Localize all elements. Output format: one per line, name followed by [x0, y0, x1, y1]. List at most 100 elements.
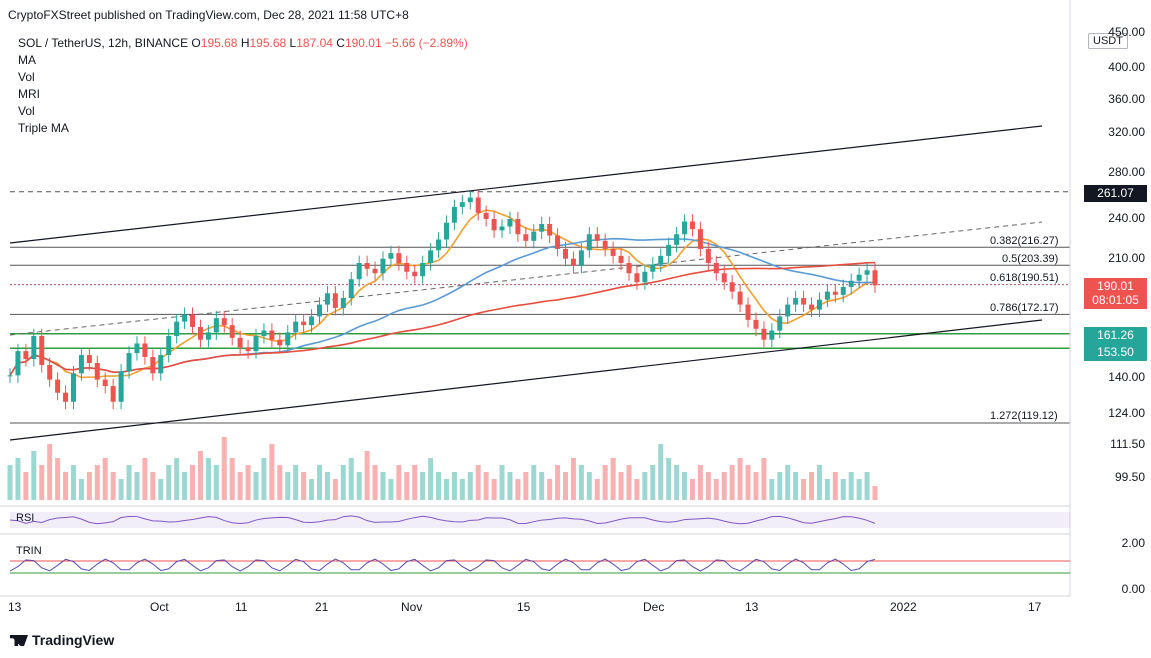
- high-label: H: [240, 36, 250, 50]
- indicator-vol-2[interactable]: Vol: [18, 104, 35, 118]
- candle-body: [650, 264, 656, 272]
- candle-body: [658, 255, 664, 265]
- volume-bar: [380, 472, 386, 500]
- indicator-panes: [9, 512, 1070, 574]
- volume-bar: [809, 472, 815, 500]
- volume-bar: [832, 472, 838, 500]
- candle-body: [150, 357, 156, 374]
- candle-body: [523, 234, 529, 241]
- candle-body: [594, 234, 600, 241]
- last-price-value: 190.01: [1097, 279, 1134, 293]
- candle-body: [578, 250, 584, 266]
- candle-body: [158, 355, 164, 374]
- indicator-vol[interactable]: Vol: [18, 70, 35, 84]
- time-tick: 17: [1028, 600, 1042, 614]
- trin-line: [9, 558, 876, 572]
- volume-bar: [674, 465, 680, 500]
- candle-body: [47, 365, 53, 380]
- candle-body: [277, 339, 283, 346]
- currency-button[interactable]: USDT: [1088, 33, 1128, 49]
- candle-body: [253, 336, 259, 352]
- volume-bar: [626, 465, 632, 500]
- time-tick: 2022: [890, 600, 917, 614]
- candle-body: [626, 262, 632, 274]
- tradingview-logo[interactable]: TradingView: [10, 632, 114, 648]
- high-value: 195.68: [249, 36, 287, 50]
- candle-body: [570, 258, 576, 266]
- volume-bar: [729, 465, 735, 500]
- candle-body: [261, 330, 267, 337]
- rsi-pane-label[interactable]: RSI: [16, 512, 35, 524]
- volume-bar: [737, 458, 743, 500]
- volume-bar: [166, 465, 172, 500]
- indicator-mri[interactable]: MRI: [18, 87, 40, 101]
- candle-body: [428, 250, 434, 263]
- candle-body: [166, 336, 172, 356]
- trin-pane-label[interactable]: TRIN: [16, 545, 42, 557]
- volume-bar: [142, 458, 148, 500]
- volume-bar: [618, 472, 624, 500]
- volume-bar: [31, 451, 37, 500]
- volume-bar: [7, 465, 13, 500]
- volume-bar: [555, 465, 561, 500]
- candle-body: [555, 235, 561, 249]
- candle-body: [793, 298, 799, 305]
- volume-bar: [126, 465, 132, 500]
- candle-body: [134, 343, 140, 354]
- candle-body: [515, 218, 521, 235]
- moving-average-line: [9, 209, 876, 379]
- candle-body: [213, 318, 219, 333]
- candle-body: [443, 222, 449, 240]
- volume-bar: [428, 458, 434, 500]
- volume-bar: [451, 472, 457, 500]
- trend-lines: [9, 125, 1043, 441]
- volume-bar: [277, 465, 283, 500]
- support-price-tag-1: 161.26: [1084, 327, 1147, 344]
- candle-body: [864, 270, 870, 275]
- candle-body: [205, 332, 211, 340]
- volume-bar: [324, 472, 330, 500]
- price-tick: 360.00: [1108, 92, 1145, 106]
- candle-body: [197, 326, 203, 340]
- volume-bar: [483, 472, 489, 500]
- symbol-name[interactable]: SOL / TetherUS, 12h, BINANCE: [18, 36, 189, 50]
- volume-bar: [269, 444, 275, 500]
- candle-body: [332, 293, 338, 308]
- indicator-triple-ma[interactable]: Triple MA: [18, 121, 69, 135]
- candle-body: [23, 351, 29, 359]
- volume-bar: [840, 479, 846, 500]
- time-tick: Nov: [401, 600, 423, 614]
- volume-bar: [602, 465, 608, 500]
- volume-bar: [229, 458, 235, 500]
- volume-bar: [515, 479, 521, 500]
- time-tick: Oct: [150, 600, 169, 614]
- candle-body: [142, 343, 148, 358]
- volume-bar: [245, 465, 251, 500]
- volume-bar: [102, 458, 108, 500]
- candle-body: [602, 240, 608, 249]
- candle-body: [689, 221, 695, 230]
- candle-body: [729, 282, 735, 292]
- volume-bar: [372, 465, 378, 500]
- open-label: O: [191, 36, 201, 50]
- candle-body: [713, 262, 719, 274]
- trin-tick: 0.00: [1121, 582, 1145, 596]
- volume-bar: [332, 479, 338, 500]
- candle-body: [832, 291, 838, 295]
- indicator-ma[interactable]: MA: [18, 53, 36, 67]
- price-tick: 140.00: [1108, 370, 1145, 384]
- candle-body: [39, 336, 45, 366]
- volume-bars: [7, 437, 878, 500]
- volume-bar: [586, 472, 592, 500]
- volume-bar: [316, 465, 322, 500]
- volume-bar: [578, 465, 584, 500]
- volume-bar: [94, 465, 100, 500]
- volume-bar: [443, 479, 449, 500]
- price-tick: 210.00: [1108, 251, 1145, 265]
- candle-body: [102, 379, 108, 387]
- candlesticks: [7, 190, 878, 410]
- volume-bar: [364, 451, 370, 500]
- candle-body: [705, 248, 711, 263]
- candle-body: [420, 262, 426, 277]
